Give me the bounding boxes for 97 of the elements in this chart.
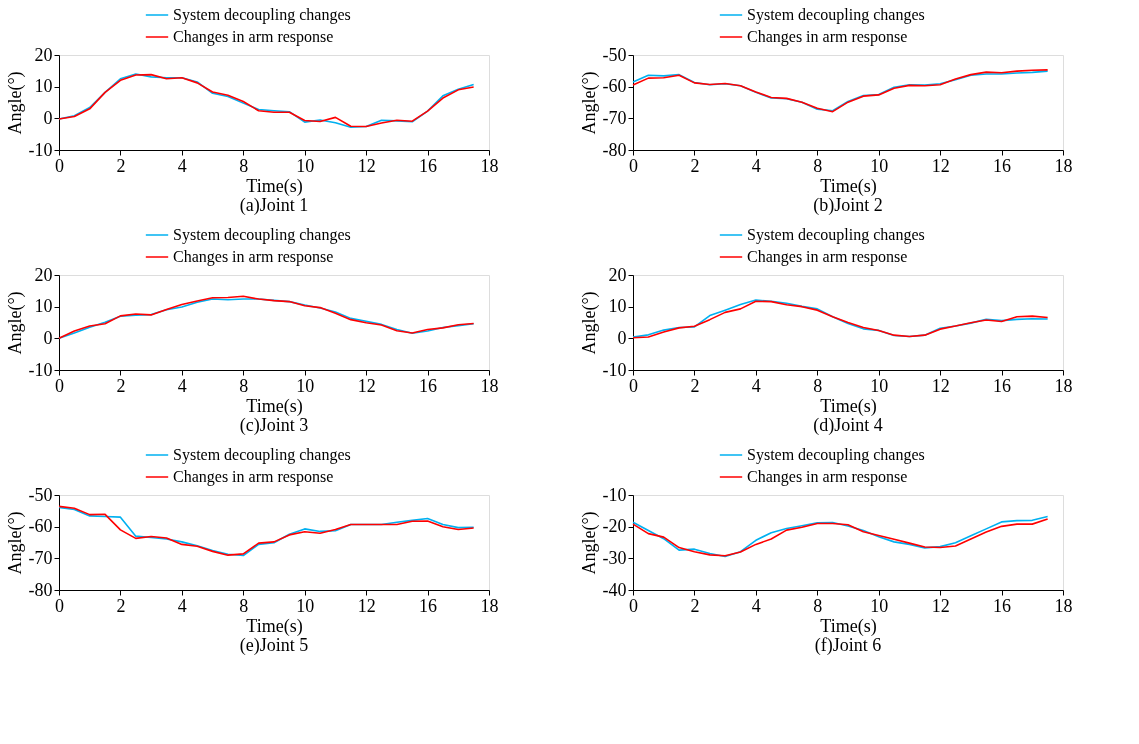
y-tick-label: -10 [28,139,53,160]
legend-label: Changes in arm response [747,468,908,486]
y-tick-label: 0 [617,327,627,348]
x-tick-label: 18 [1054,155,1073,176]
x-tick-label: 8 [813,155,823,176]
legend-label: Changes in arm response [747,28,908,46]
legend-label: Changes in arm response [173,468,334,486]
y-tick-label: -70 [28,547,53,568]
y-tick-label: -10 [602,359,627,380]
text: (a)Joint 1 [239,195,309,216]
x-tick-label: 18 [1054,375,1073,396]
x-tick-label: 18 [1054,595,1073,616]
x-tick-label: 8 [239,155,249,176]
x-tick-label: 4 [751,155,761,176]
x-tick-label: 4 [177,375,187,396]
x-tick-label: 16 [993,375,1012,396]
y-tick-label: -20 [602,516,627,537]
y-tick-label: -60 [602,76,627,97]
y-tick-label: -80 [602,139,627,160]
y-tick-label: -10 [602,484,627,505]
x-tick-label: 2 [690,595,700,616]
y-tick-label: 10 [34,76,53,97]
legend-label: System decoupling changes [747,446,925,464]
y-tick-label: 20 [34,44,53,65]
x-tick-label: 2 [690,375,700,396]
y-tick-label: -80 [28,579,53,600]
y-tick-label: 10 [34,296,53,317]
x-tick-label: 8 [239,375,249,396]
legend-label: System decoupling changes [173,226,351,244]
y-axis-title: Angle(°) [4,291,26,355]
x-tick-label: 10 [870,595,889,616]
legend-label: Changes in arm response [173,248,334,266]
x-tick-label: 16 [419,375,438,396]
legend-label: System decoupling changes [747,226,925,244]
x-tick-label: 10 [296,595,315,616]
y-tick-label: 20 [34,264,53,285]
x-tick-label: 12 [357,375,376,396]
x-tick-label: 2 [116,375,126,396]
x-tick-label: 16 [419,155,438,176]
x-axis-title: Time(s) [820,395,877,417]
x-tick-label: 10 [296,155,315,176]
legend-label: System decoupling changes [173,6,351,24]
x-tick-label: 4 [177,155,187,176]
text: (c)Joint 3 [239,415,309,436]
x-tick-label: 16 [419,595,438,616]
legend-label: Changes in arm response [173,28,334,46]
x-tick-label: 4 [177,595,187,616]
x-tick-label: 2 [116,595,126,616]
x-tick-label: 8 [813,375,823,396]
x-axis-title: Time(s) [246,615,303,637]
y-axis-title: Angle(°) [4,71,26,135]
x-tick-label: 16 [993,155,1012,176]
x-axis-title: Time(s) [246,175,303,197]
x-tick-label: 10 [870,155,889,176]
x-tick-label: 12 [931,375,950,396]
y-tick-label: 0 [43,107,53,128]
y-axis-title: Angle(°) [578,511,600,575]
text: (f)Joint 6 [814,635,882,656]
text: (b)Joint 2 [813,195,883,216]
x-tick-label: 18 [480,155,499,176]
x-axis-title: Time(s) [820,175,877,197]
x-tick-label: 8 [813,595,823,616]
x-tick-label: 8 [239,595,249,616]
legend-label: Changes in arm response [747,248,908,266]
y-axis-title: Angle(°) [4,511,26,575]
x-tick-label: 2 [116,155,126,176]
y-tick-label: 10 [608,296,627,317]
x-tick-label: 12 [931,595,950,616]
x-tick-label: 10 [870,375,889,396]
y-tick-label: -60 [28,516,53,537]
x-tick-label: 12 [931,155,950,176]
x-tick-label: 16 [993,595,1012,616]
x-tick-label: 4 [751,375,761,396]
x-tick-label: 2 [690,155,700,176]
y-tick-label: -30 [602,547,627,568]
text: (e)Joint 5 [239,635,309,656]
x-tick-label: 18 [480,595,499,616]
y-tick-label: -40 [602,579,627,600]
x-tick-label: 18 [480,375,499,396]
y-axis-title: Angle(°) [578,71,600,135]
legend-label: System decoupling changes [747,6,925,24]
y-tick-label: -70 [602,107,627,128]
x-axis-title: Time(s) [246,395,303,417]
x-tick-label: 12 [357,595,376,616]
line-series [58,73,475,128]
text: (d)Joint 4 [813,415,883,436]
x-tick-label: 10 [296,375,315,396]
y-tick-label: -50 [602,44,627,65]
x-tick-label: 12 [357,155,376,176]
y-tick-label: -10 [28,359,53,380]
x-tick-label: 4 [751,595,761,616]
y-tick-label: 20 [608,264,627,285]
y-tick-label: 0 [43,327,53,348]
y-tick-label: -50 [28,484,53,505]
x-axis-title: Time(s) [820,615,877,637]
y-axis-title: Angle(°) [578,291,600,355]
legend-label: System decoupling changes [173,446,351,464]
